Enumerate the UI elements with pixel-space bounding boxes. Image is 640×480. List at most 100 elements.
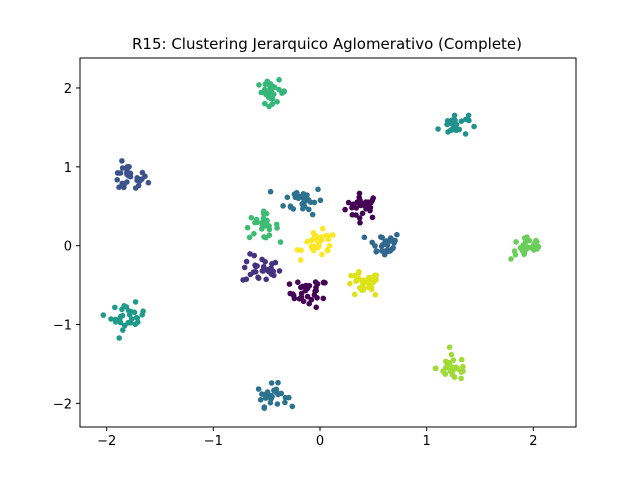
data-point-cluster-2 — [302, 287, 309, 294]
data-point-cluster-1 — [357, 220, 363, 226]
data-point-cluster-7 — [274, 401, 281, 407]
data-point-cluster-10 — [276, 77, 282, 83]
y-tick-label: −1 — [53, 319, 72, 334]
data-point-cluster-14 — [351, 291, 358, 298]
data-point-cluster-5 — [394, 231, 400, 238]
data-point-cluster-1 — [349, 204, 355, 211]
data-point-cluster-12 — [521, 251, 527, 258]
data-point-cluster-3 — [116, 170, 122, 176]
data-point-cluster-6 — [315, 186, 321, 193]
data-point-cluster-5 — [379, 242, 386, 248]
data-point-cluster-11 — [273, 221, 280, 228]
data-point-cluster-8 — [445, 129, 451, 135]
data-point-cluster-7 — [268, 392, 274, 399]
data-point-cluster-15 — [319, 251, 325, 258]
data-point-cluster-11 — [246, 234, 253, 241]
data-point-cluster-7 — [289, 403, 296, 410]
data-point-cluster-12 — [508, 256, 514, 262]
data-point-cluster-4 — [261, 267, 267, 273]
data-point-cluster-3 — [134, 175, 140, 181]
data-point-cluster-7 — [268, 380, 275, 386]
data-point-cluster-1 — [367, 207, 373, 214]
data-point-cluster-15 — [315, 238, 321, 244]
data-point-cluster-4 — [241, 264, 248, 271]
data-point-cluster-3 — [124, 169, 130, 175]
data-point-cluster-8 — [444, 121, 450, 128]
data-point-cluster-9 — [121, 322, 128, 329]
data-point-cluster-7 — [275, 379, 281, 386]
data-point-cluster-6 — [287, 204, 294, 210]
data-point-cluster-12 — [513, 239, 519, 245]
data-point-cluster-13 — [459, 356, 465, 363]
data-point-cluster-15 — [319, 225, 326, 232]
data-point-cluster-2 — [290, 291, 296, 297]
data-point-cluster-2 — [306, 300, 313, 307]
data-point-cluster-11 — [277, 239, 284, 245]
data-point-cluster-2 — [286, 281, 293, 287]
data-point-cluster-5 — [391, 240, 397, 246]
data-point-cluster-7 — [282, 399, 288, 406]
data-point-cluster-4 — [263, 276, 270, 283]
data-point-cluster-6 — [309, 211, 316, 218]
data-point-cluster-13 — [449, 364, 455, 370]
data-point-cluster-14 — [372, 292, 379, 298]
data-point-cluster-7 — [262, 391, 268, 398]
data-point-cluster-10 — [274, 99, 280, 105]
data-point-cluster-8 — [462, 131, 469, 137]
chart-title: R15: Clustering Jerarquico Aglomerativo … — [132, 35, 522, 53]
data-point-cluster-13 — [460, 363, 466, 370]
x-tick-label: −2 — [97, 434, 116, 449]
data-point-cluster-1 — [349, 212, 356, 218]
data-point-cluster-1 — [354, 199, 360, 205]
data-point-cluster-2 — [298, 290, 305, 297]
data-point-cluster-4 — [271, 272, 277, 279]
data-point-cluster-7 — [278, 390, 285, 397]
data-point-cluster-8 — [458, 118, 465, 124]
data-point-cluster-10 — [256, 82, 262, 88]
data-point-cluster-8 — [452, 126, 459, 132]
data-point-cluster-10 — [267, 83, 273, 90]
data-point-cluster-7 — [261, 405, 268, 412]
data-point-cluster-4 — [243, 258, 250, 265]
data-point-cluster-14 — [363, 279, 370, 285]
data-point-cluster-2 — [295, 279, 301, 286]
data-point-cluster-8 — [465, 112, 472, 119]
data-point-cluster-2 — [291, 295, 298, 302]
data-point-cluster-13 — [448, 351, 455, 358]
data-point-cluster-2 — [320, 295, 327, 302]
data-point-cluster-12 — [526, 245, 533, 251]
data-point-cluster-6 — [267, 188, 274, 195]
data-point-cluster-3 — [124, 164, 131, 170]
x-tick-label: 2 — [529, 434, 537, 449]
data-point-cluster-14 — [360, 287, 367, 293]
data-point-cluster-7 — [255, 386, 262, 392]
data-point-cluster-5 — [361, 234, 368, 241]
data-point-cluster-6 — [317, 197, 324, 204]
data-point-cluster-13 — [451, 374, 458, 381]
data-point-cluster-11 — [253, 216, 260, 223]
data-point-cluster-9 — [116, 335, 122, 341]
data-point-cluster-15 — [326, 243, 333, 249]
data-point-cluster-15 — [323, 232, 330, 239]
data-point-cluster-12 — [520, 242, 526, 248]
data-point-cluster-9 — [128, 316, 135, 322]
data-point-cluster-4 — [252, 263, 259, 270]
data-point-cluster-8 — [471, 123, 477, 130]
data-point-cluster-1 — [356, 215, 363, 221]
data-point-cluster-1 — [356, 194, 363, 201]
data-point-cluster-4 — [250, 269, 257, 275]
data-point-cluster-6 — [280, 203, 286, 209]
x-tick-label: −1 — [204, 434, 223, 449]
data-point-cluster-3 — [116, 184, 122, 190]
data-point-cluster-10 — [276, 86, 282, 93]
data-point-cluster-9 — [112, 316, 119, 323]
data-point-cluster-2 — [304, 293, 311, 300]
data-point-cluster-10 — [262, 100, 268, 107]
data-point-cluster-10 — [258, 89, 265, 96]
data-point-cluster-9 — [120, 327, 126, 333]
data-point-cluster-8 — [463, 116, 469, 123]
y-tick-label: 0 — [64, 240, 72, 255]
data-point-cluster-15 — [309, 246, 316, 252]
data-point-cluster-9 — [133, 314, 140, 321]
